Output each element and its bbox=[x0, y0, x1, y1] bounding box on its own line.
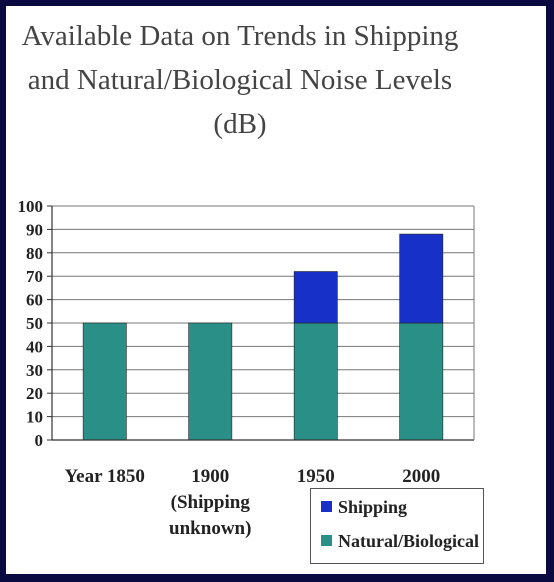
legend: Shipping Natural/Biological bbox=[310, 488, 484, 564]
x-category-name: 1950 bbox=[296, 466, 335, 487]
x-category-label: 1950 bbox=[256, 464, 376, 490]
legend-swatch-shipping bbox=[321, 501, 332, 512]
bars bbox=[82, 233, 444, 441]
axes bbox=[51, 206, 475, 441]
y-tick-label: 80 bbox=[26, 244, 43, 263]
legend-swatch-natural bbox=[321, 535, 332, 546]
x-category-name: Year 1850 bbox=[64, 466, 145, 487]
x-category-note: (Shipping bbox=[170, 492, 250, 513]
bar-natural-biological bbox=[188, 322, 233, 441]
y-tick-label: 0 bbox=[35, 431, 44, 450]
chart-title-line-2: and Natural/Biological Noise Levels bbox=[27, 64, 453, 96]
slide-frame bbox=[6, 6, 546, 574]
bar-shipping bbox=[293, 271, 338, 324]
y-tick-label: 30 bbox=[26, 361, 43, 380]
y-tick-label: 100 bbox=[18, 197, 44, 216]
legend-item-shipping: Shipping bbox=[321, 497, 407, 518]
x-category-name: 2000 bbox=[402, 466, 441, 487]
y-tick-labels: 0 10 20 30 40 50 60 70 80 90 100 bbox=[18, 197, 44, 450]
x-category-note: unknown) bbox=[169, 518, 252, 539]
chart-title-line-1: Available Data on Trends in Shipping bbox=[21, 20, 459, 52]
y-tick-label: 50 bbox=[26, 314, 43, 333]
bar-natural-biological bbox=[293, 322, 338, 441]
x-category-name: 1900 bbox=[191, 466, 230, 487]
y-tick-label: 70 bbox=[26, 267, 43, 286]
y-tick-label: 20 bbox=[26, 384, 43, 403]
x-category-label: Year 1850 bbox=[45, 464, 165, 490]
bar-natural-biological bbox=[82, 322, 127, 441]
legend-label-natural: Natural/Biological bbox=[338, 531, 479, 551]
legend-item-natural: Natural/Biological bbox=[321, 531, 479, 552]
chart-title-line-3: (dB) bbox=[213, 108, 267, 140]
y-tick-label: 60 bbox=[26, 291, 43, 310]
y-tick-label: 90 bbox=[26, 220, 43, 239]
x-category-label: 2000 bbox=[361, 464, 481, 490]
legend-label-shipping: Shipping bbox=[338, 497, 408, 517]
chart-title: Available Data on Trends in Shipping and… bbox=[0, 14, 480, 146]
bar-shipping bbox=[399, 233, 444, 324]
x-category-label: 1900 (Shipping unknown) bbox=[150, 464, 270, 542]
y-tick-label: 40 bbox=[26, 337, 43, 356]
y-tick-label: 10 bbox=[26, 408, 43, 427]
bar-natural-biological bbox=[399, 322, 444, 441]
